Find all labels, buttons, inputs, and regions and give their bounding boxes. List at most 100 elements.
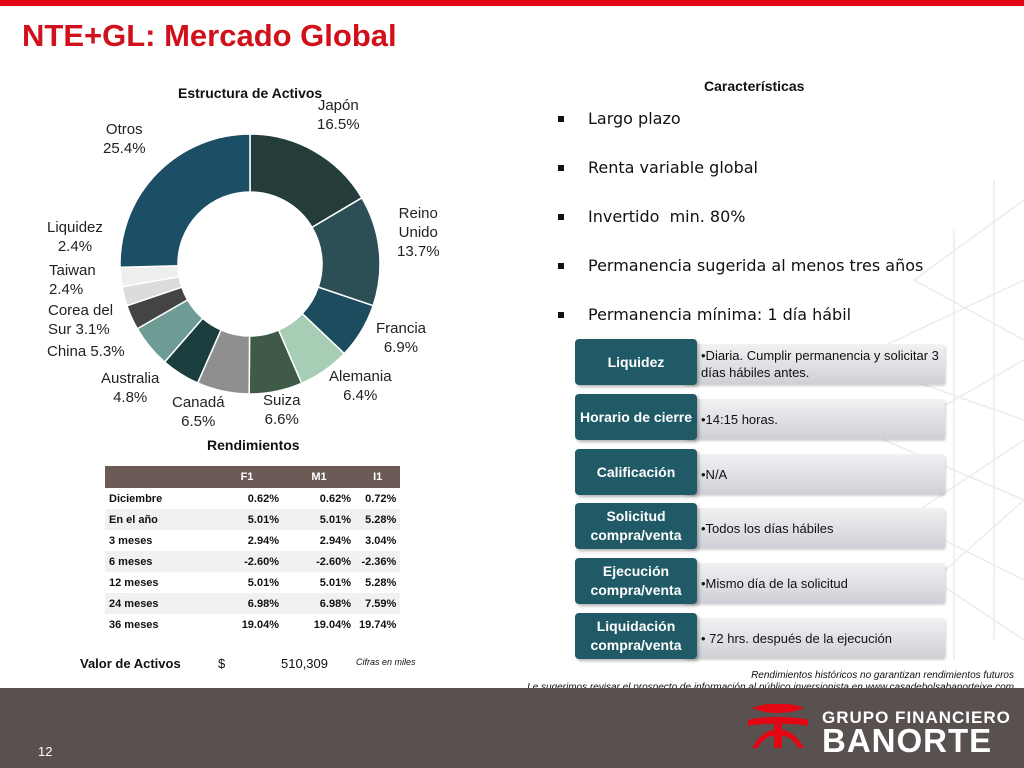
slice-label-name: Australia	[101, 370, 160, 387]
list-item: Permanencia sugerida al menos tres años	[556, 253, 923, 302]
table-cell: 24 meses	[105, 593, 211, 614]
column-header: I1	[355, 466, 401, 488]
logo-group-text: GRUPO FINANCIERO	[822, 708, 1011, 727]
characteristics-list: Largo plazo Renta variable global Invert…	[556, 106, 923, 351]
assets-value: 510,309	[281, 656, 328, 671]
detail-value-box	[683, 508, 945, 548]
table-cell: 6.98%	[211, 593, 283, 614]
disclaimer-line-2: Le sugerimos revisar el prospecto de inf…	[527, 682, 1014, 693]
detail-row-calificacion: •N/A Calificación	[573, 449, 945, 495]
detail-row-ejecucion: •Mismo día de la solicitud Ejecución com…	[573, 558, 945, 604]
detail-value-box	[683, 618, 945, 658]
assets-note: Cifras en miles	[356, 657, 416, 667]
banorte-logo-icon	[748, 704, 808, 748]
slice-label-pct: 25.4%	[103, 140, 146, 157]
detail-value: •Diaria. Cumplir permanencia y solicitar…	[701, 348, 939, 380]
logo-brand-text: BANORTE	[822, 722, 993, 759]
list-item-text: Renta variable global	[588, 158, 758, 177]
slice-label-pct: 4.8%	[113, 389, 148, 406]
slice-label-pct: 2.4%	[49, 281, 84, 298]
background-pattern-decoration	[852, 180, 1024, 660]
slice-label-pct: 6.4%	[343, 387, 378, 404]
slice-label-name: Reino	[398, 205, 438, 222]
table-cell: 19.04%	[241, 618, 279, 631]
slice-label-text: China 5.3%	[47, 343, 125, 360]
slice-label-pct: 6.9%	[383, 339, 419, 356]
slice-label-otros: Otros 25.4%	[103, 120, 146, 158]
table-row: 36 meses 19.04% 19.04% 19.74%	[105, 614, 400, 635]
slice-label-name: Suiza	[263, 392, 301, 409]
table-cell: Diciembre	[109, 492, 163, 505]
chart-title: Estructura de Activos	[178, 85, 323, 101]
table-cell: 12 meses	[109, 576, 159, 589]
table-cell: 5.28%	[365, 576, 397, 589]
slice-label-name: Canadá	[172, 394, 225, 411]
table-row: En el año 5.01% 5.01% 5.28%	[105, 509, 401, 530]
detail-value: •Todos los días hábiles	[701, 520, 834, 536]
square-bullet-icon	[558, 214, 564, 220]
table-cell: 36 meses	[109, 618, 159, 631]
detail-label: Horario de cierre	[575, 394, 697, 440]
page-title: NTE+GL: Mercado Global	[22, 18, 397, 53]
table-cell: -2.60%	[283, 551, 355, 572]
detail-label: Calificación	[575, 449, 697, 495]
slice-label-name: Alemania	[329, 368, 392, 385]
square-bullet-icon	[558, 312, 564, 318]
table-cell: 2.94%	[319, 534, 351, 547]
detail-value: • 72 hrs. después de la ejecución	[701, 630, 893, 646]
table-row: 12 meses 5.01% 5.01% 5.28%	[105, 572, 400, 593]
table-row: 24 meses 6.98% 6.98% 7.59%	[105, 593, 401, 614]
detail-value-box	[683, 344, 945, 384]
list-item-text: Largo plazo	[588, 109, 681, 128]
table-cell: 7.59%	[355, 593, 401, 614]
donut-slice-otros	[119, 133, 251, 269]
detail-row-horario: •14:15 horas. Horario de cierre	[573, 394, 945, 440]
performance-title: Rendimientos	[207, 437, 300, 453]
slice-label-canada: Canadá 6.5%	[172, 393, 225, 431]
table-cell: -2.36%	[355, 551, 401, 572]
slice-label-francia: Francia 6.9%	[376, 319, 426, 357]
detail-label: Liquidez	[575, 339, 697, 385]
slice-label-text: Corea del	[48, 302, 114, 319]
table-cell: 6.98%	[283, 593, 355, 614]
column-header	[105, 466, 211, 488]
square-bullet-icon	[558, 116, 564, 122]
slice-label-pct: 6.5%	[181, 413, 216, 430]
table-cell: 3.04%	[365, 534, 397, 547]
performance-table: F1 M1 I1 Diciembre 0.62% 0.62% 0.72% En …	[105, 466, 401, 635]
table-cell: 2.94%	[247, 534, 279, 547]
footer-bar	[0, 688, 1024, 768]
slice-label-pct: 16.5%	[317, 116, 360, 133]
detail-label: Ejecución compra/venta	[575, 558, 697, 604]
detail-value: •14:15 horas.	[701, 411, 778, 427]
table-cell: 19.74%	[359, 618, 397, 631]
slice-label-name: Japón	[317, 97, 359, 114]
detail-value-box	[683, 399, 945, 439]
slice-label-taiwan: Taiwan 2.4%	[49, 261, 96, 299]
detail-value-box	[683, 563, 945, 603]
list-item: Invertido min. 80%	[556, 204, 923, 253]
detail-value-box	[683, 454, 945, 494]
table-cell: 0.62%	[247, 492, 279, 505]
slice-label-name: Francia	[376, 320, 427, 337]
table-row: Diciembre 0.62% 0.62% 0.72%	[105, 488, 400, 509]
slice-label-japon: Japón 16.5%	[317, 96, 360, 134]
slice-label-suiza: Suiza 6.6%	[263, 391, 301, 429]
assets-currency: $	[218, 656, 226, 671]
slice-label-reino-unido: Reino Unido 13.7%	[397, 204, 440, 261]
slice-label-text: Sur 3.1%	[48, 321, 110, 338]
table-cell: En el año	[105, 509, 211, 530]
column-header: F1	[211, 466, 283, 488]
list-item: Permanencia mínima: 1 día hábil	[556, 302, 923, 351]
table-header-row: F1 M1 I1	[105, 466, 401, 488]
slice-label-liquidez: Liquidez 2.4%	[47, 218, 103, 256]
table-cell: 5.28%	[355, 509, 401, 530]
list-item-text: Permanencia mínima: 1 día hábil	[588, 305, 852, 324]
table-cell: 0.72%	[365, 492, 397, 505]
table-cell: 5.01%	[247, 576, 279, 589]
table-row: 6 meses -2.60% -2.60% -2.36%	[105, 551, 401, 572]
assets-label: Valor de Activos	[80, 656, 181, 671]
table-cell: 5.01%	[319, 576, 351, 589]
slice-label-name: Liquidez	[47, 219, 103, 236]
square-bullet-icon	[558, 263, 564, 269]
